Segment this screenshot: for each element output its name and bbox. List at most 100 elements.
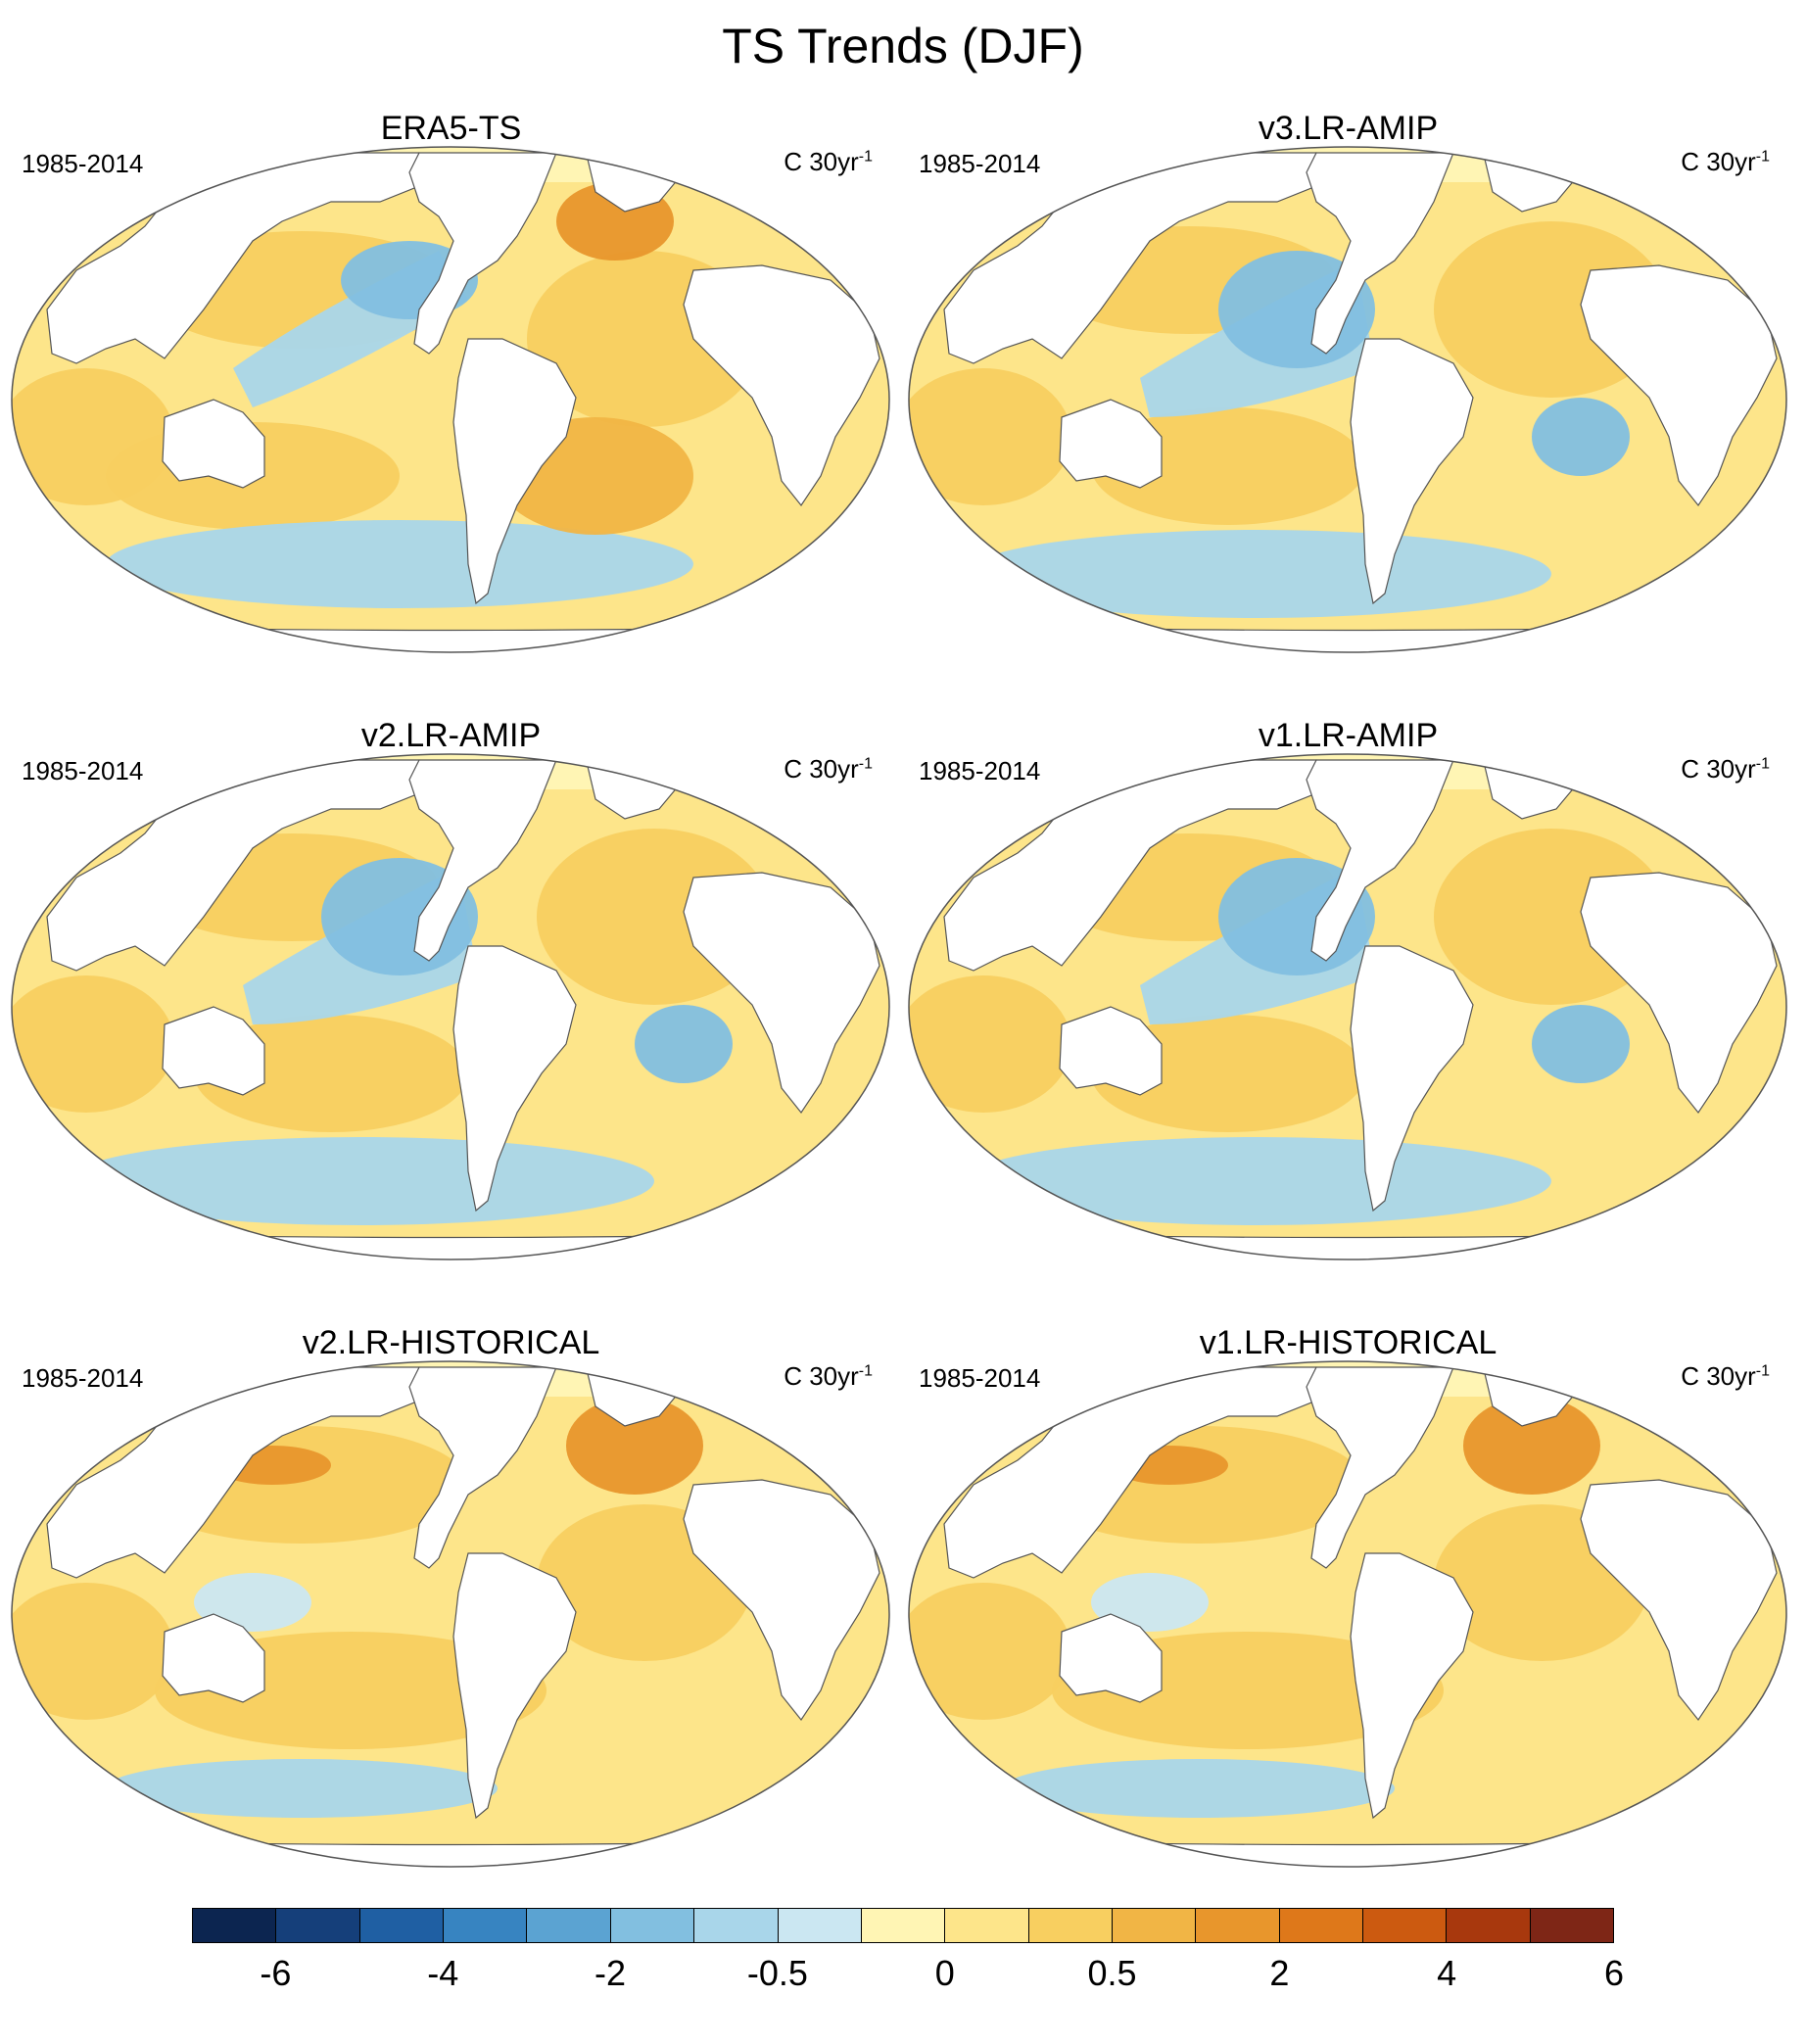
panel-v2-amip: v2.LR-AMIP 1985-2014 C 30yr-1	[8, 717, 894, 1265]
land-australia	[1059, 1613, 1163, 1703]
panel-units: C 30yr-1	[784, 147, 873, 176]
cool-southern-ocean	[1003, 1759, 1395, 1818]
warm-indian	[909, 368, 1071, 505]
colorbar-swatch	[610, 1909, 695, 1942]
colorbar-swatch	[444, 1909, 528, 1942]
panel-period: 1985-2014	[919, 756, 1041, 785]
panel-title: v1.LR-AMIP	[1258, 717, 1439, 754]
panel-units: C 30yr-1	[1681, 147, 1770, 176]
land-africa	[683, 1479, 880, 1722]
land-eurasia	[46, 152, 430, 364]
panel-title: v2.LR-HISTORICAL	[302, 1324, 600, 1361]
panel-title: v2.LR-AMIP	[360, 717, 542, 754]
map-border	[908, 146, 1787, 653]
colorbar-swatch	[1112, 1909, 1197, 1942]
cool-southern-ocean	[106, 520, 693, 608]
land-south-america	[1350, 945, 1474, 1212]
land-africa	[1580, 1479, 1778, 1722]
land-australia	[162, 1613, 265, 1703]
colorbar-tick-label: -6	[260, 1953, 292, 1993]
colorbar-swatch	[694, 1909, 779, 1942]
colorbar-swatch	[1363, 1909, 1448, 1942]
panel-units: C 30yr-1	[784, 1361, 873, 1391]
map-border	[11, 753, 890, 1260]
cool-southern-ocean	[106, 1759, 498, 1818]
warm-indian	[12, 368, 174, 505]
cool-s-atlantic	[1532, 398, 1630, 476]
land-eurasia	[943, 1366, 1327, 1579]
colorbar-swatch	[1279, 1909, 1364, 1942]
colorbar-tick-label: 2	[1269, 1953, 1290, 1993]
map-v2-amip	[11, 753, 890, 1260]
land-north-america	[408, 1366, 557, 1569]
land-australia	[1059, 399, 1163, 489]
land-north-america	[408, 759, 557, 962]
panel-units: C 30yr-1	[1681, 754, 1770, 784]
panel-title: v3.LR-AMIP	[1258, 110, 1439, 147]
panel-v2-historical: v2.LR-HISTORICAL 1985-2014 C 30yr-1	[8, 1324, 894, 1873]
land-north-america	[1306, 152, 1454, 355]
warm-indian	[12, 1583, 174, 1720]
panel-title: ERA5-TS	[380, 110, 522, 147]
hot-n-atlantic	[566, 1397, 703, 1495]
map-field	[909, 147, 1786, 652]
colorbar-tick-label: -2	[594, 1953, 627, 1993]
land-australia	[162, 1006, 265, 1096]
land-australia	[1059, 1006, 1163, 1096]
map-v3-amip	[908, 146, 1787, 653]
cool-southern-ocean	[964, 1137, 1551, 1225]
colorbar-swatch	[1447, 1909, 1531, 1942]
colorbar-tick-label: -4	[427, 1953, 459, 1993]
panel-period: 1985-2014	[22, 756, 144, 785]
colorbar-swatch	[359, 1909, 445, 1942]
colorbar-tick-label: 0.5	[1087, 1953, 1137, 1993]
land-south-america	[1350, 338, 1474, 605]
colorbar-swatch	[1530, 1909, 1614, 1942]
panel-period: 1985-2014	[22, 149, 144, 178]
map-v1-historical	[908, 1360, 1787, 1868]
map-v2-historical	[11, 1360, 890, 1868]
colorbar-swatch	[527, 1909, 611, 1942]
colorbar-tick-label: -0.5	[746, 1953, 808, 1993]
land-australia	[162, 399, 265, 489]
map-field	[909, 754, 1786, 1260]
colorbar	[192, 1908, 1614, 1943]
land-eurasia	[943, 759, 1327, 972]
warm-indian	[909, 975, 1071, 1113]
land-africa	[1580, 872, 1778, 1115]
panel-v1-amip: v1.LR-AMIP 1985-2014 C 30yr-1	[905, 717, 1791, 1265]
land-south-america	[1350, 1552, 1474, 1820]
colorbar-tick-label: 6	[1603, 1953, 1625, 1993]
colorbar-swatch	[1028, 1909, 1113, 1942]
colorbar-swatch	[276, 1909, 360, 1942]
land-north-america	[1306, 1366, 1454, 1569]
colorbar-labels: -6 -4 -2 -0.5 0 0.5 2 4 6	[192, 1953, 1624, 2002]
land-africa	[1580, 264, 1778, 507]
land	[909, 757, 1786, 1260]
map-border	[908, 753, 1787, 1260]
map-border	[11, 1360, 890, 1868]
panel-period: 1985-2014	[919, 149, 1041, 178]
panel-v1-historical: v1.LR-HISTORICAL 1985-2014 C 30yr-1	[905, 1324, 1791, 1873]
land-africa	[683, 872, 880, 1115]
colorbar-swatch	[778, 1909, 862, 1942]
cool-southern-ocean	[964, 530, 1551, 618]
colorbar-tick-label: 4	[1437, 1953, 1457, 1993]
land-south-america	[452, 945, 577, 1212]
land-south-america	[452, 1552, 577, 1820]
hot-n-atlantic	[1463, 1397, 1600, 1495]
warm-indian	[12, 975, 174, 1113]
panel-period: 1985-2014	[919, 1363, 1041, 1393]
map-border	[11, 146, 890, 653]
land-south-america	[452, 338, 577, 605]
map-border	[908, 1360, 1787, 1868]
cool-s-atlantic	[635, 1005, 733, 1083]
colorbar-swatch	[1196, 1909, 1280, 1942]
colorbar-swatch	[861, 1909, 946, 1942]
panel-units: C 30yr-1	[1681, 1361, 1770, 1391]
panel-units: C 30yr-1	[784, 754, 873, 784]
map-field	[12, 1361, 889, 1867]
colorbar-swatch	[193, 1909, 277, 1942]
warm-indian	[909, 1583, 1071, 1720]
panel-v3-amip: v3.LR-AMIP 1985-2014 C 30yr-1	[905, 110, 1791, 658]
